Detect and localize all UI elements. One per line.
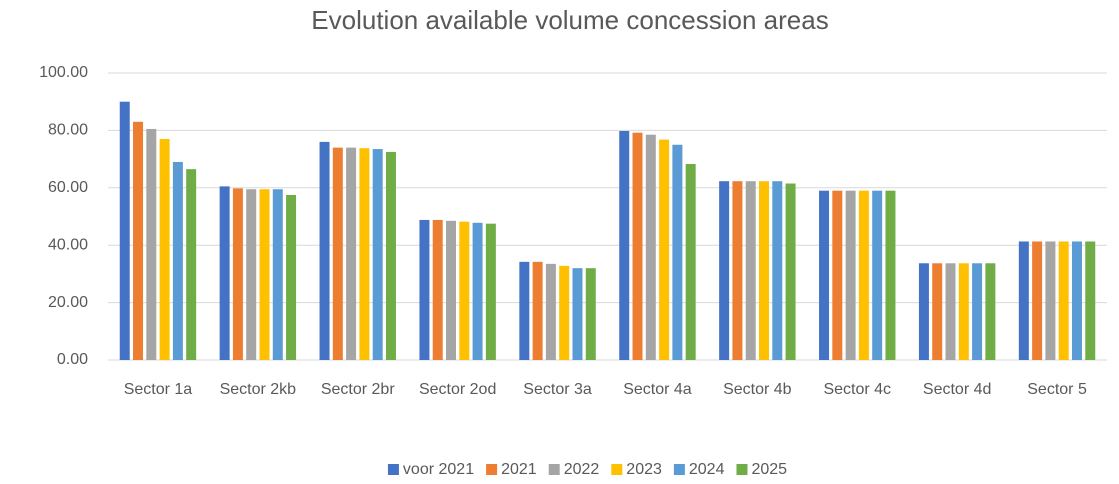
bar [446, 220, 457, 360]
bar [832, 190, 843, 360]
bar [732, 181, 743, 360]
bar [146, 128, 157, 360]
x-tick-label: Sector 4d [923, 381, 991, 398]
bar [1018, 241, 1029, 360]
bar [758, 181, 769, 360]
x-tick-label: Sector 4b [723, 381, 792, 398]
legend-swatch [673, 464, 685, 475]
bar [459, 221, 470, 360]
bar [918, 263, 929, 360]
bar [172, 161, 183, 360]
y-tick-label: 100.00 [39, 64, 88, 81]
legend-label: voor 2021 [403, 461, 474, 478]
bar [219, 186, 230, 360]
bar [385, 151, 396, 360]
bar [545, 263, 556, 360]
legend-swatch [486, 464, 498, 475]
bar [632, 132, 643, 360]
bar [672, 144, 683, 360]
bar [785, 183, 796, 360]
bar [1032, 241, 1043, 360]
bar [419, 219, 430, 360]
bar [319, 141, 330, 360]
bar [133, 121, 144, 360]
legend-swatch [548, 464, 560, 475]
bar [259, 189, 270, 360]
legend-label: 2022 [564, 461, 600, 478]
bar [359, 148, 370, 360]
bar [432, 219, 443, 360]
legend-label: 2023 [626, 461, 662, 478]
legend-label: 2024 [689, 461, 725, 478]
bar [932, 263, 943, 360]
bar [685, 163, 696, 360]
bar [958, 263, 969, 360]
bar [246, 189, 257, 360]
x-tick-label: Sector 5 [1027, 381, 1087, 398]
x-tick-label: Sector 3a [523, 381, 592, 398]
bar [559, 265, 570, 360]
bar [1071, 241, 1082, 360]
bar [186, 169, 197, 360]
bar [519, 261, 530, 360]
y-tick-label: 20.00 [48, 294, 88, 311]
y-tick-label: 0.00 [57, 351, 88, 368]
bar [819, 190, 830, 360]
bar [286, 194, 297, 360]
x-tick-label: Sector 2kb [220, 381, 297, 398]
bar [119, 101, 130, 360]
legend-swatch [387, 464, 399, 475]
bar [1058, 241, 1069, 360]
legend-swatch [736, 464, 748, 475]
bar [719, 181, 730, 360]
x-tick-label: Sector 2br [321, 381, 395, 398]
bar [645, 134, 656, 360]
bar [159, 139, 170, 360]
bar [1045, 241, 1056, 360]
bar [272, 189, 283, 360]
bar [572, 268, 583, 360]
chart-title: Evolution available volume concession ar… [311, 5, 828, 35]
bar [872, 190, 883, 360]
bar [772, 181, 783, 360]
y-tick-label: 60.00 [48, 179, 88, 196]
legend: voor 2021 2021 2022 2023 2024 2025 [387, 461, 787, 478]
bar [745, 181, 756, 360]
y-tick-label: 40.00 [48, 236, 88, 253]
bar [232, 188, 243, 360]
bar [659, 139, 670, 360]
x-tick-label: Sector 4c [823, 381, 891, 398]
legend-label: 2021 [501, 461, 537, 478]
bar [472, 222, 483, 360]
legend-swatch [611, 464, 623, 475]
bar [845, 190, 856, 360]
bar [985, 263, 996, 360]
bar [585, 268, 596, 360]
bar [372, 149, 383, 360]
bar [485, 223, 496, 360]
bar [346, 147, 357, 360]
legend-label: 2025 [751, 461, 787, 478]
bar [972, 263, 983, 360]
bar [532, 261, 543, 360]
x-tick-label: Sector 2od [419, 381, 496, 398]
x-tick-label: Sector 4a [623, 381, 692, 398]
bar [1085, 241, 1096, 360]
bar [332, 147, 343, 360]
bar [619, 130, 630, 360]
bar [858, 190, 869, 360]
x-tick-label: Sector 1a [124, 381, 193, 398]
bar [885, 190, 896, 360]
y-tick-label: 80.00 [48, 122, 88, 139]
bar [945, 263, 956, 360]
